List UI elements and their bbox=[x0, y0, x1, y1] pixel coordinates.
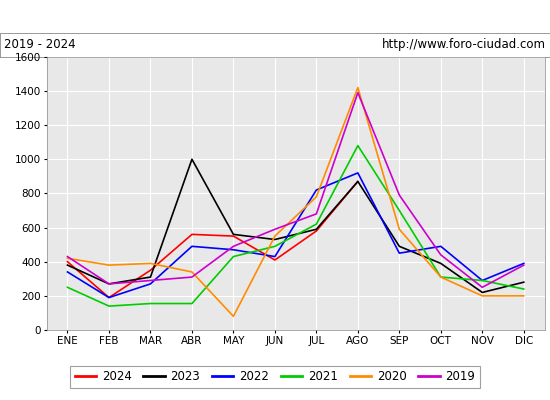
Text: 2019 - 2024: 2019 - 2024 bbox=[4, 38, 76, 51]
Text: Evolucion Nº Turistas Nacionales en el municipio de Lucillo: Evolucion Nº Turistas Nacionales en el m… bbox=[72, 9, 478, 23]
Text: http://www.foro-ciudad.com: http://www.foro-ciudad.com bbox=[382, 38, 546, 51]
Legend: 2024, 2023, 2022, 2021, 2020, 2019: 2024, 2023, 2022, 2021, 2020, 2019 bbox=[70, 366, 480, 388]
